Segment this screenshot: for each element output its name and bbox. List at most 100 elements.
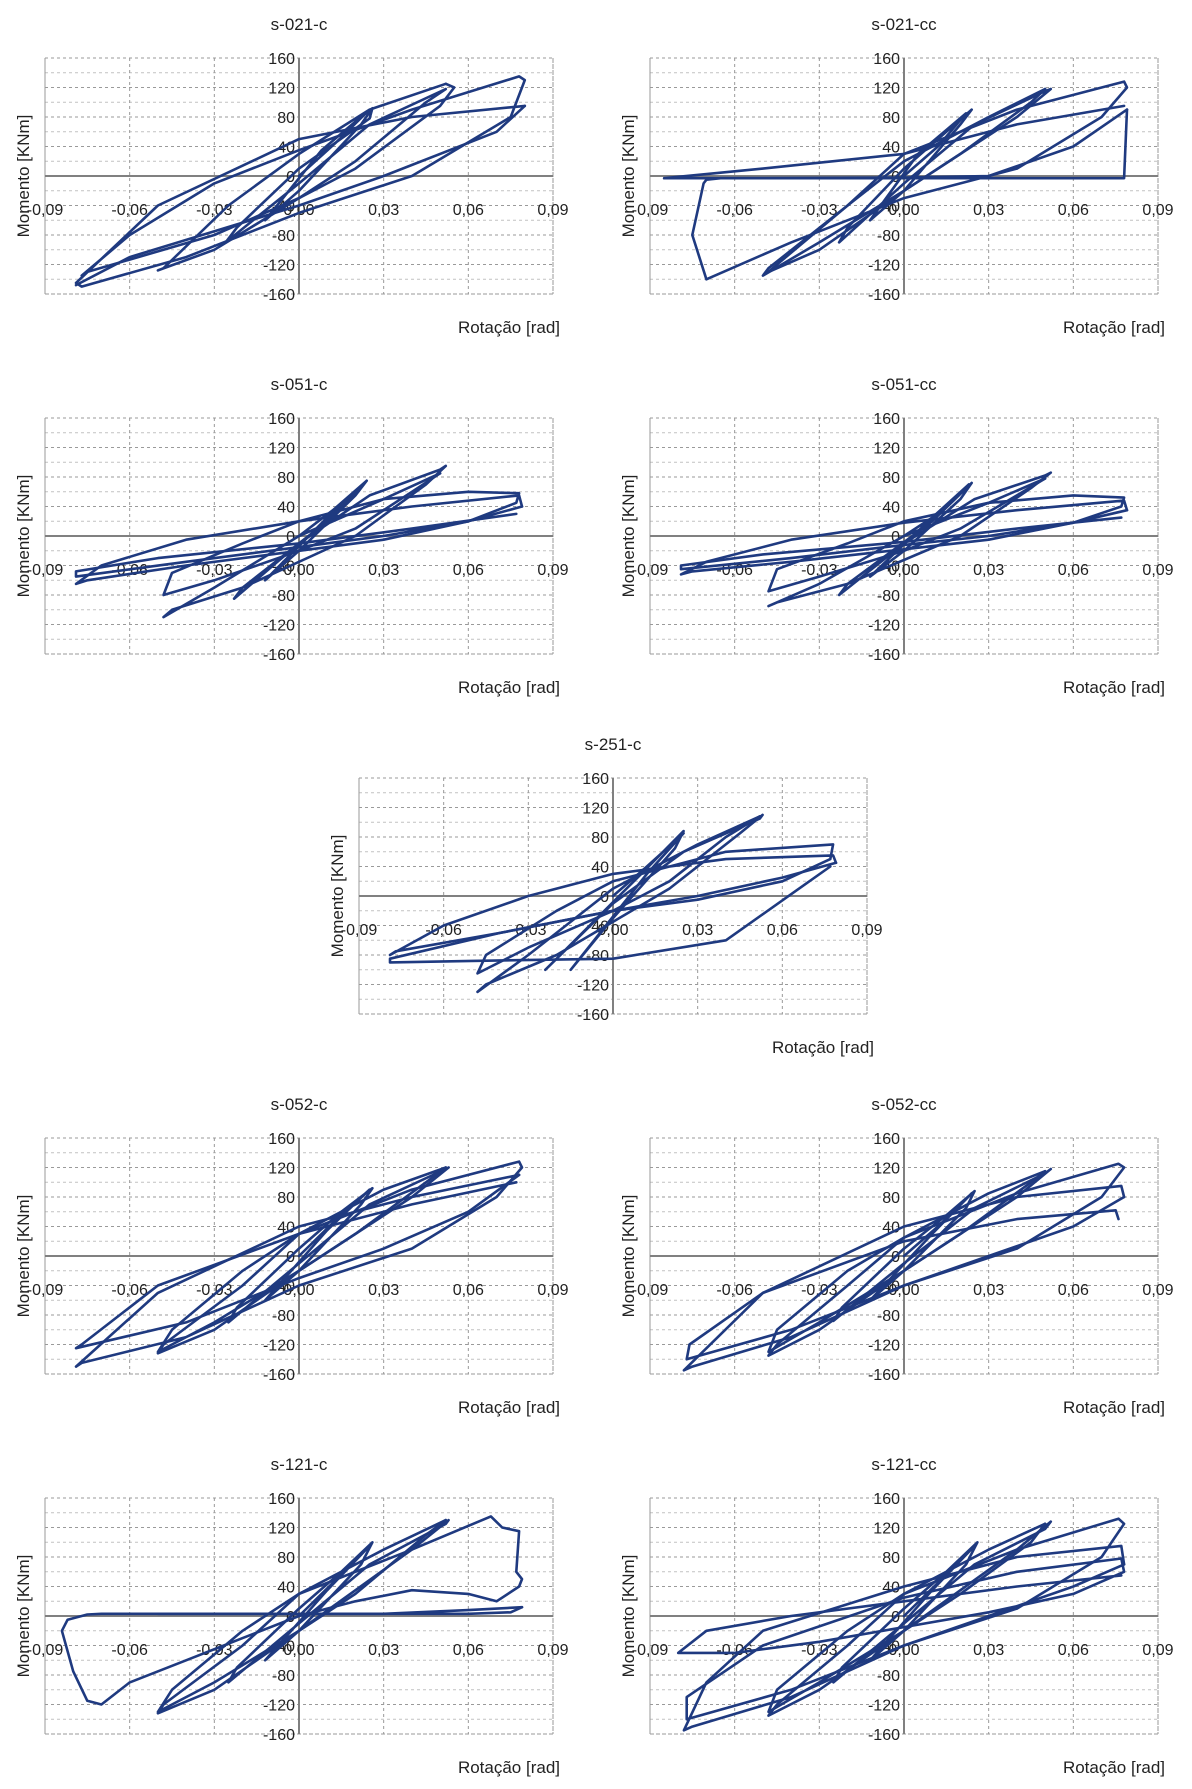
- x-tick-label: -0,06: [111, 202, 148, 219]
- x-axis-title: Rotação [rad]: [1063, 678, 1165, 697]
- x-tick-label: 0,03: [682, 922, 713, 939]
- x-tick-label: 0,00: [888, 202, 919, 219]
- y-tick-label: 40: [882, 1220, 900, 1237]
- y-tick-label: -160: [263, 1727, 295, 1744]
- x-tick-label: 0,03: [973, 1642, 1004, 1659]
- y-tick-label: -160: [868, 647, 900, 664]
- x-tick-label: -0,06: [716, 202, 753, 219]
- series-line: [476, 813, 764, 994]
- x-tick-label: -0,09: [27, 202, 64, 219]
- y-tick-label: 80: [882, 470, 900, 487]
- y-tick-label: 40: [277, 1580, 295, 1597]
- x-tick-label: -0,06: [111, 1282, 148, 1299]
- y-tick-label: -120: [263, 1338, 295, 1355]
- y-tick-label: -80: [877, 1308, 900, 1325]
- x-tick-label: -0,09: [27, 562, 64, 579]
- x-tick-label: 0,00: [283, 562, 314, 579]
- x-tick-label: 0,09: [1142, 562, 1173, 579]
- y-tick-label: -80: [272, 588, 295, 605]
- y-tick-label: -160: [263, 1367, 295, 1384]
- y-axis-title: Momento [KNm]: [14, 1555, 33, 1678]
- y-tick-label: 120: [268, 1161, 295, 1178]
- y-tick-label: -160: [263, 287, 295, 304]
- y-tick-label: -120: [868, 258, 900, 275]
- x-tick-label: 0,09: [851, 922, 882, 939]
- y-tick-label: 80: [277, 1190, 295, 1207]
- x-tick-label: -0,03: [196, 562, 233, 579]
- x-tick-label: 0,06: [767, 922, 798, 939]
- y-tick-label: -120: [868, 1698, 900, 1715]
- x-tick-label: 0,03: [973, 562, 1004, 579]
- y-tick-label: 160: [582, 771, 609, 788]
- y-tick-label: -80: [877, 1668, 900, 1685]
- x-axis-title: Rotação [rad]: [458, 318, 560, 337]
- y-tick-label: 40: [277, 1220, 295, 1237]
- x-tick-label: 0,06: [1058, 202, 1089, 219]
- series-line: [679, 477, 1129, 593]
- x-axis-title: Rotação [rad]: [1063, 1758, 1165, 1777]
- x-tick-label: 0,06: [453, 202, 484, 219]
- y-tick-label: -160: [263, 647, 295, 664]
- x-tick-label: -0,09: [632, 1642, 669, 1659]
- chart-title: s-121-c: [271, 1455, 328, 1474]
- y-tick-label: 0: [600, 889, 609, 906]
- series-line: [74, 1160, 524, 1368]
- y-tick-label: -80: [877, 228, 900, 245]
- y-tick-label: -80: [272, 1668, 295, 1685]
- y-tick-label: -120: [263, 618, 295, 635]
- y-tick-label: 80: [277, 1550, 295, 1567]
- x-tick-label: -0,09: [632, 1282, 669, 1299]
- x-tick-label: 0,00: [888, 562, 919, 579]
- x-tick-label: 0,00: [283, 1642, 314, 1659]
- x-axis-title: Rotação [rad]: [458, 1758, 560, 1777]
- y-tick-label: 160: [873, 51, 900, 68]
- y-tick-label: 160: [268, 1131, 295, 1148]
- y-tick-label: -80: [877, 588, 900, 605]
- y-tick-label: 120: [873, 81, 900, 98]
- x-tick-label: 0,03: [973, 202, 1004, 219]
- series-line: [682, 1162, 1126, 1372]
- x-tick-label: 0,09: [537, 1282, 568, 1299]
- series-line: [662, 104, 1129, 180]
- x-tick-label: 0,09: [537, 562, 568, 579]
- x-tick-label: 0,09: [537, 202, 568, 219]
- y-tick-label: 160: [873, 1131, 900, 1148]
- x-tick-label: 0,09: [1142, 202, 1173, 219]
- x-tick-label: -0,06: [111, 1642, 148, 1659]
- y-axis-title: Momento [KNm]: [619, 1195, 638, 1318]
- x-tick-label: 0,03: [368, 202, 399, 219]
- y-axis-title: Momento [KNm]: [328, 835, 347, 958]
- chart-title: s-051-cc: [871, 375, 937, 394]
- x-tick-label: 0,06: [1058, 1642, 1089, 1659]
- x-tick-label: -0,03: [196, 202, 233, 219]
- x-tick-label: 0,09: [1142, 1642, 1173, 1659]
- x-tick-label: 0,03: [368, 1282, 399, 1299]
- x-tick-label: -0,09: [632, 562, 669, 579]
- x-tick-label: -0,09: [632, 202, 669, 219]
- chart-title: s-021-cc: [871, 15, 937, 34]
- y-tick-label: 120: [582, 801, 609, 818]
- y-tick-label: 120: [873, 1521, 900, 1538]
- series-line: [767, 471, 1053, 608]
- x-tick-label: 0,06: [453, 1642, 484, 1659]
- chart-title: s-051-c: [271, 375, 328, 394]
- chart-title: s-251-c: [585, 735, 642, 754]
- y-tick-label: -120: [263, 258, 295, 275]
- chart-title: s-052-c: [271, 1095, 328, 1114]
- x-tick-label: 0,00: [888, 1282, 919, 1299]
- y-tick-label: 80: [882, 1190, 900, 1207]
- series-line: [676, 1557, 1126, 1721]
- x-tick-label: 0,06: [1058, 562, 1089, 579]
- y-tick-label: 160: [873, 1491, 900, 1508]
- y-tick-label: 80: [277, 110, 295, 127]
- x-tick-label: -0,09: [27, 1282, 64, 1299]
- y-tick-label: 120: [268, 1521, 295, 1538]
- y-tick-label: -80: [272, 1308, 295, 1325]
